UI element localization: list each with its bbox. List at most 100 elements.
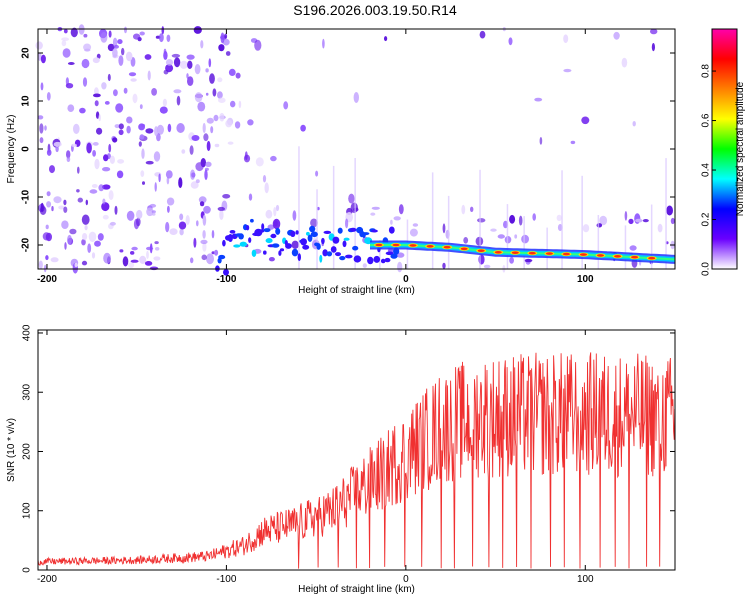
noise-blob xyxy=(77,166,80,174)
noise-blob xyxy=(46,92,51,101)
y-axis-label: SNR (10 * v/v) xyxy=(6,418,17,482)
tone-blob xyxy=(263,250,267,255)
noise-blob xyxy=(151,212,156,216)
tone-blob xyxy=(238,233,244,240)
noise-blob xyxy=(81,58,90,69)
noise-blob xyxy=(38,260,43,270)
noise-blob xyxy=(200,239,208,245)
tone-blob xyxy=(297,253,301,261)
noise-blob xyxy=(130,57,136,67)
tone-blob xyxy=(337,227,343,234)
tone-blob xyxy=(388,226,395,234)
noise-blob xyxy=(102,167,111,172)
noise-blob xyxy=(283,101,289,110)
noise-blob xyxy=(310,218,318,228)
noise-blob xyxy=(100,32,108,43)
noise-blob xyxy=(112,137,118,143)
tone-blob xyxy=(319,254,323,263)
noise-blob xyxy=(199,201,205,207)
noise-blob xyxy=(225,51,231,56)
noise-blob xyxy=(205,68,209,73)
tone-blob xyxy=(380,258,386,264)
noise-blob xyxy=(125,51,133,62)
noise-blob xyxy=(159,106,168,114)
tone-blob xyxy=(349,227,357,232)
noise-blob xyxy=(509,257,514,264)
noise-blob xyxy=(146,250,149,259)
noise-streak xyxy=(650,204,653,269)
noise-blob xyxy=(209,73,215,84)
noise-blob xyxy=(49,165,55,174)
tone-blob xyxy=(270,233,277,239)
x-tick-label: -100 xyxy=(216,574,236,585)
noise-blob xyxy=(133,218,140,230)
noise-blob xyxy=(534,97,543,102)
noise-streak xyxy=(597,215,600,269)
noise-blob xyxy=(81,214,90,225)
noise-blob xyxy=(442,262,446,269)
tone-blob xyxy=(310,231,318,238)
noise-blob xyxy=(219,112,225,122)
noise-blob xyxy=(40,202,44,212)
noise-streak xyxy=(332,165,335,269)
noise-blob xyxy=(162,98,167,107)
noise-blob xyxy=(657,223,663,233)
tone-blob xyxy=(367,256,374,265)
noise-blob xyxy=(165,170,173,179)
tone-peak-core xyxy=(648,256,656,260)
noise-blob xyxy=(149,266,159,271)
noise-blob xyxy=(94,158,100,170)
noise-blob xyxy=(629,245,637,251)
noise-blob xyxy=(153,256,161,261)
noise-blob xyxy=(89,189,98,194)
noise-blob xyxy=(93,93,101,98)
noise-blob xyxy=(613,31,620,40)
noise-blob xyxy=(176,123,185,133)
noise-blob xyxy=(119,249,124,253)
tone-blob xyxy=(330,246,337,253)
tone-blob xyxy=(323,230,332,234)
tone-blob xyxy=(345,254,353,259)
noise-blob xyxy=(185,215,190,225)
noise-blob xyxy=(92,142,99,146)
y-axis-label: Frequency (Hz) xyxy=(6,115,17,184)
noise-blob xyxy=(122,256,129,267)
noise-blob xyxy=(270,155,277,162)
tone-peak-core xyxy=(562,252,570,256)
noise-blob xyxy=(273,207,277,217)
noise-blob xyxy=(275,204,280,212)
tone-blob xyxy=(222,239,226,247)
tone-blob xyxy=(218,254,226,260)
noise-blob xyxy=(37,52,42,62)
noise-blob xyxy=(98,114,101,122)
noise-blob xyxy=(114,124,120,129)
noise-blob xyxy=(563,34,569,43)
tone-blob xyxy=(322,249,328,257)
noise-blob xyxy=(62,48,71,58)
noise-blob xyxy=(118,55,124,66)
noise-blob xyxy=(442,223,446,234)
noise-blob xyxy=(220,32,225,44)
noise-blob xyxy=(61,40,67,47)
noise-blob xyxy=(396,252,405,258)
noise-blob xyxy=(88,231,97,242)
noise-blob xyxy=(107,43,115,52)
noise-blob xyxy=(196,220,199,227)
tone-blob xyxy=(265,238,273,244)
noise-blob xyxy=(228,68,236,76)
noise-streak xyxy=(561,170,563,269)
noise-blob xyxy=(599,215,608,226)
noise-blob xyxy=(61,220,69,229)
noise-blob xyxy=(101,202,110,212)
noise-blob xyxy=(102,214,109,220)
noise-blob xyxy=(202,122,206,134)
noise-streak xyxy=(665,158,667,269)
noise-blob xyxy=(44,125,47,131)
chart-title: S196.2026.003.19.50.R14 xyxy=(293,2,457,18)
noise-blob xyxy=(118,129,124,136)
noise-blob xyxy=(46,201,52,208)
noise-blob xyxy=(497,234,505,239)
noise-blob xyxy=(187,76,194,86)
noise-blob xyxy=(268,257,275,262)
noise-blob xyxy=(514,234,518,239)
